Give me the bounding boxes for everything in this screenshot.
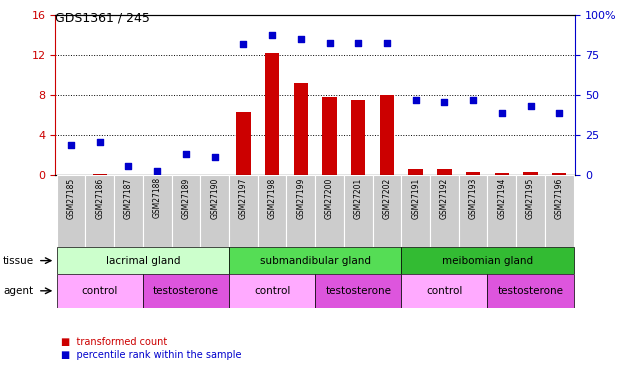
Bar bbox=[351, 100, 365, 175]
Text: GSM27199: GSM27199 bbox=[296, 177, 306, 219]
Text: GDS1361 / 245: GDS1361 / 245 bbox=[55, 11, 150, 24]
Bar bbox=[57, 274, 143, 308]
Point bbox=[66, 142, 76, 148]
Bar bbox=[229, 247, 401, 274]
Bar bbox=[459, 175, 487, 247]
Point bbox=[95, 139, 105, 145]
Point bbox=[210, 154, 220, 160]
Text: testosterone: testosterone bbox=[153, 286, 219, 296]
Text: GSM27185: GSM27185 bbox=[66, 177, 76, 219]
Bar bbox=[265, 53, 279, 175]
Bar bbox=[344, 175, 373, 247]
Text: testosterone: testosterone bbox=[325, 286, 391, 296]
Text: GSM27194: GSM27194 bbox=[497, 177, 506, 219]
Text: GSM27191: GSM27191 bbox=[411, 177, 420, 219]
Bar bbox=[57, 175, 86, 247]
Bar bbox=[315, 274, 401, 308]
Point bbox=[555, 110, 564, 116]
Text: GSM27198: GSM27198 bbox=[268, 177, 276, 219]
Bar bbox=[315, 175, 344, 247]
Point bbox=[497, 110, 507, 116]
Text: GSM27202: GSM27202 bbox=[383, 177, 391, 219]
Text: GSM27197: GSM27197 bbox=[239, 177, 248, 219]
Bar bbox=[236, 112, 250, 175]
Text: GSM27186: GSM27186 bbox=[95, 177, 104, 219]
Text: GSM27200: GSM27200 bbox=[325, 177, 334, 219]
Text: ■  percentile rank within the sample: ■ percentile rank within the sample bbox=[61, 350, 242, 360]
Bar bbox=[322, 97, 337, 175]
Point bbox=[267, 32, 277, 38]
Bar bbox=[524, 172, 538, 175]
Point bbox=[296, 36, 306, 42]
Text: GSM27192: GSM27192 bbox=[440, 177, 449, 219]
Text: GSM27195: GSM27195 bbox=[526, 177, 535, 219]
Bar bbox=[401, 175, 430, 247]
Bar bbox=[143, 175, 171, 247]
Text: agent: agent bbox=[3, 286, 34, 296]
Bar bbox=[114, 175, 143, 247]
Bar bbox=[86, 175, 114, 247]
Bar bbox=[57, 247, 229, 274]
Bar bbox=[552, 173, 566, 175]
Bar bbox=[401, 247, 574, 274]
Bar bbox=[430, 175, 459, 247]
Text: meibomian gland: meibomian gland bbox=[442, 256, 533, 266]
Bar bbox=[258, 175, 286, 247]
Bar bbox=[286, 175, 315, 247]
Bar bbox=[294, 83, 308, 175]
Bar bbox=[201, 175, 229, 247]
Text: lacrimal gland: lacrimal gland bbox=[106, 256, 180, 266]
Text: submandibular gland: submandibular gland bbox=[260, 256, 371, 266]
Bar bbox=[380, 95, 394, 175]
Text: testosterone: testosterone bbox=[497, 286, 563, 296]
Bar bbox=[229, 274, 315, 308]
Bar bbox=[495, 173, 509, 175]
Bar bbox=[516, 175, 545, 247]
Text: GSM27190: GSM27190 bbox=[210, 177, 219, 219]
Bar bbox=[545, 175, 574, 247]
Text: tissue: tissue bbox=[3, 256, 34, 266]
Text: GSM27201: GSM27201 bbox=[354, 177, 363, 219]
Point bbox=[525, 103, 535, 109]
Point bbox=[468, 97, 478, 103]
Text: control: control bbox=[81, 286, 118, 296]
Point bbox=[382, 40, 392, 46]
Bar bbox=[229, 175, 258, 247]
Bar bbox=[143, 274, 229, 308]
Text: control: control bbox=[426, 286, 463, 296]
Bar bbox=[171, 175, 201, 247]
Point bbox=[440, 99, 450, 105]
Text: GSM27188: GSM27188 bbox=[153, 177, 161, 218]
Text: GSM27196: GSM27196 bbox=[555, 177, 564, 219]
Point bbox=[181, 151, 191, 157]
Bar bbox=[409, 169, 423, 175]
Point bbox=[152, 168, 162, 174]
Bar bbox=[466, 172, 480, 175]
Bar bbox=[373, 175, 401, 247]
Bar bbox=[93, 174, 107, 175]
Bar bbox=[487, 274, 574, 308]
Text: GSM27189: GSM27189 bbox=[181, 177, 191, 219]
Text: control: control bbox=[254, 286, 290, 296]
Text: GSM27187: GSM27187 bbox=[124, 177, 133, 219]
Text: ■  transformed count: ■ transformed count bbox=[61, 337, 168, 347]
Bar bbox=[401, 274, 487, 308]
Bar bbox=[487, 175, 516, 247]
Point bbox=[325, 40, 335, 46]
Point bbox=[410, 97, 420, 103]
Point bbox=[124, 163, 134, 169]
Text: GSM27193: GSM27193 bbox=[469, 177, 478, 219]
Bar bbox=[437, 169, 451, 175]
Point bbox=[238, 41, 248, 47]
Point bbox=[353, 40, 363, 46]
